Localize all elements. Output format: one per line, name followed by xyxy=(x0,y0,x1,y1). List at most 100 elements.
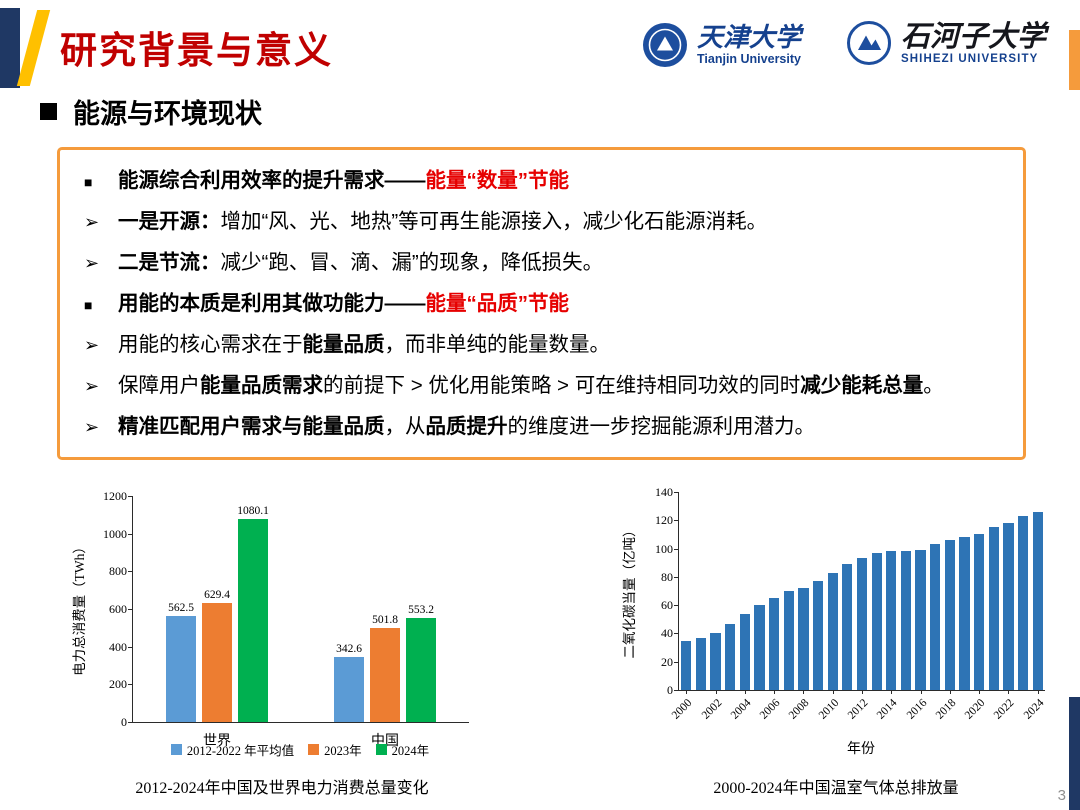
y-tick-mark xyxy=(674,690,679,691)
bullet-text: 精准匹配用户需求与能量品质，从品质提升的维度进一步挖掘能源利用潜力。 xyxy=(118,415,815,438)
bullet-line: ➢ 一是开源：增加“风、光、地热”等可再生能源接入，减少化石能源消耗。 xyxy=(84,204,1007,245)
square-bullet-icon: ■ xyxy=(84,297,93,313)
x-tick-mark xyxy=(774,690,776,694)
y-tick-label: 0 xyxy=(121,715,127,729)
arrow-bullet-icon: ➢ xyxy=(84,417,100,437)
right-chart-x-axis-label: 年份 xyxy=(847,742,875,757)
bar xyxy=(681,640,692,690)
y-tick-label: 1000 xyxy=(103,526,127,541)
tianjin-university-logo: 天津大学 Tianjin University xyxy=(642,22,801,68)
left-chart-caption: 2012-2024年中国及世界电力消费总量变化 xyxy=(135,780,429,797)
bar xyxy=(406,617,436,722)
bar xyxy=(827,572,838,690)
bullet-text: 二是节流：减少“跑、冒、滴、漏”的现象，降低损失。 xyxy=(118,251,604,274)
legend-item: 2012-2022 年平均值 xyxy=(170,740,295,759)
y-tick-label: 80 xyxy=(661,569,673,584)
bar xyxy=(798,588,809,690)
right-chart-plot-area: 0 20 40 60 80 100 120 140 2000 2002 2004 2006 2008 20… xyxy=(655,485,1046,722)
bottom-right-navy-bar xyxy=(1069,697,1080,810)
x-tick-mark xyxy=(979,690,981,694)
y-tick-label: 400 xyxy=(109,639,127,654)
bullet-line: ➢ 用能的核心需求在于能量品质，而非单纯的能量数量。 xyxy=(84,327,1007,368)
legend-label: 2024年 xyxy=(391,744,430,758)
data-label: 629.4 xyxy=(204,589,230,602)
bar xyxy=(783,591,794,690)
shzu-name-en: SHIHEZI UNIVERSITY xyxy=(901,52,1039,65)
section-heading-text: 能源与环境现状 xyxy=(73,98,262,129)
bar xyxy=(973,534,985,690)
bullet-line: ➢ 精准匹配用户需求与能量品质，从品质提升的维度进一步挖掘能源利用潜力。 xyxy=(84,409,1007,450)
x-tick-mark xyxy=(686,690,688,694)
legend-item: 2023年 xyxy=(308,740,362,759)
legend-swatch-icon xyxy=(375,744,387,755)
bar xyxy=(1003,523,1014,690)
y-tick-label: 200 xyxy=(109,677,127,692)
y-tick-mark xyxy=(128,571,133,573)
x-tick-mark xyxy=(920,690,922,694)
y-tick-mark xyxy=(128,684,133,686)
x-tick-mark xyxy=(832,690,834,694)
bar xyxy=(166,616,196,722)
electricity-consumption-chart: 电力总消费量（TWh） 0 200 400 600 800 1000 1200 562.5 62… xyxy=(64,486,500,808)
x-tick-mark xyxy=(715,690,717,694)
legend-label: 2023年 xyxy=(324,744,362,758)
section-heading: 能源与环境现状 xyxy=(40,94,262,129)
bullet-line: ■ 用能的本质是利用其做功能力——能量“品质”节能 xyxy=(84,286,1007,327)
y-tick-label: 1200 xyxy=(103,489,127,503)
y-tick-label: 800 xyxy=(109,564,127,579)
bar xyxy=(739,613,750,690)
left-chart-y-axis-label: 电力总消费量（TWh） xyxy=(72,540,87,676)
arrow-bullet-icon: ➢ xyxy=(84,376,100,396)
y-tick-mark xyxy=(128,646,133,648)
bar xyxy=(1032,511,1043,690)
left-chart-legend: 2012-2022 年平均值 2023年 2024年 xyxy=(132,740,468,759)
bar xyxy=(988,527,999,690)
key-points-box: ■ 能源综合利用效率的提升需求——能量“数量”节能 ➢ 一是开源：增加“风、光、地热”… xyxy=(57,147,1026,460)
y-tick-mark xyxy=(128,533,133,535)
tju-name-cn: 天津大学 xyxy=(697,23,802,52)
shihezi-university-logo: 石河子大学 SHIHEZI UNIVERSITY xyxy=(846,20,1046,66)
page-title: 研究背景与意义 xyxy=(60,30,333,71)
y-tick-label: 140 xyxy=(655,485,673,499)
bar xyxy=(886,551,897,690)
y-tick-label: 600 xyxy=(109,602,127,616)
y-tick-label: 100 xyxy=(655,541,673,556)
y-tick-label: 120 xyxy=(655,513,673,528)
bullet-text: 用能的本质是利用其做功能力——能量“品质”节能 xyxy=(118,292,569,315)
right-chart-caption: 2000-2024年中国温室气体总排放量 xyxy=(713,780,959,797)
bar xyxy=(754,605,765,690)
bar xyxy=(769,598,780,690)
y-tick-label: 40 xyxy=(661,626,673,641)
x-tick-mark xyxy=(744,690,746,694)
y-tick-mark xyxy=(674,548,679,550)
shzu-name-cn: 石河子大学 xyxy=(901,20,1047,53)
bullet-line: ➢ 二是节流：减少“跑、冒、滴、漏”的现象，降低损失。 xyxy=(84,245,1007,286)
y-tick-mark xyxy=(674,633,679,635)
legend-label: 2012-2022 年平均值 xyxy=(186,744,295,758)
bar xyxy=(812,581,824,690)
legend-swatch-icon xyxy=(170,744,182,755)
bar xyxy=(238,518,268,722)
square-bullet-icon: ■ xyxy=(84,174,93,190)
y-tick-mark xyxy=(674,492,679,493)
arrow-bullet-icon: ➢ xyxy=(84,253,100,273)
y-tick-label: 20 xyxy=(661,654,673,669)
bullet-line: ➢ 保障用户能量品质需求的前提下 > 优化用能策略 > 可在维持相同功效的同时减少… xyxy=(84,368,1007,409)
y-tick-mark xyxy=(128,609,133,610)
arrow-bullet-icon: ➢ xyxy=(84,212,100,232)
bar xyxy=(944,540,955,690)
data-label: 553.2 xyxy=(408,603,434,616)
y-tick-mark xyxy=(128,722,133,723)
tju-name-en: Tianjin University xyxy=(697,52,801,66)
data-label: 562.5 xyxy=(168,602,194,615)
x-tick-mark xyxy=(1008,690,1010,694)
bar xyxy=(1017,516,1029,690)
legend-item: 2024年 xyxy=(375,740,430,759)
data-label: 501.8 xyxy=(372,613,398,626)
x-tick-mark xyxy=(949,690,951,694)
bullet-text: 能源综合利用效率的提升需求——能量“数量”节能 xyxy=(118,169,569,192)
y-tick-mark xyxy=(128,496,133,497)
bar xyxy=(856,558,868,690)
left-chart-plot-area: 0 200 400 600 800 1000 1200 562.5 629.4 1080.1 世界 3… xyxy=(103,489,469,749)
